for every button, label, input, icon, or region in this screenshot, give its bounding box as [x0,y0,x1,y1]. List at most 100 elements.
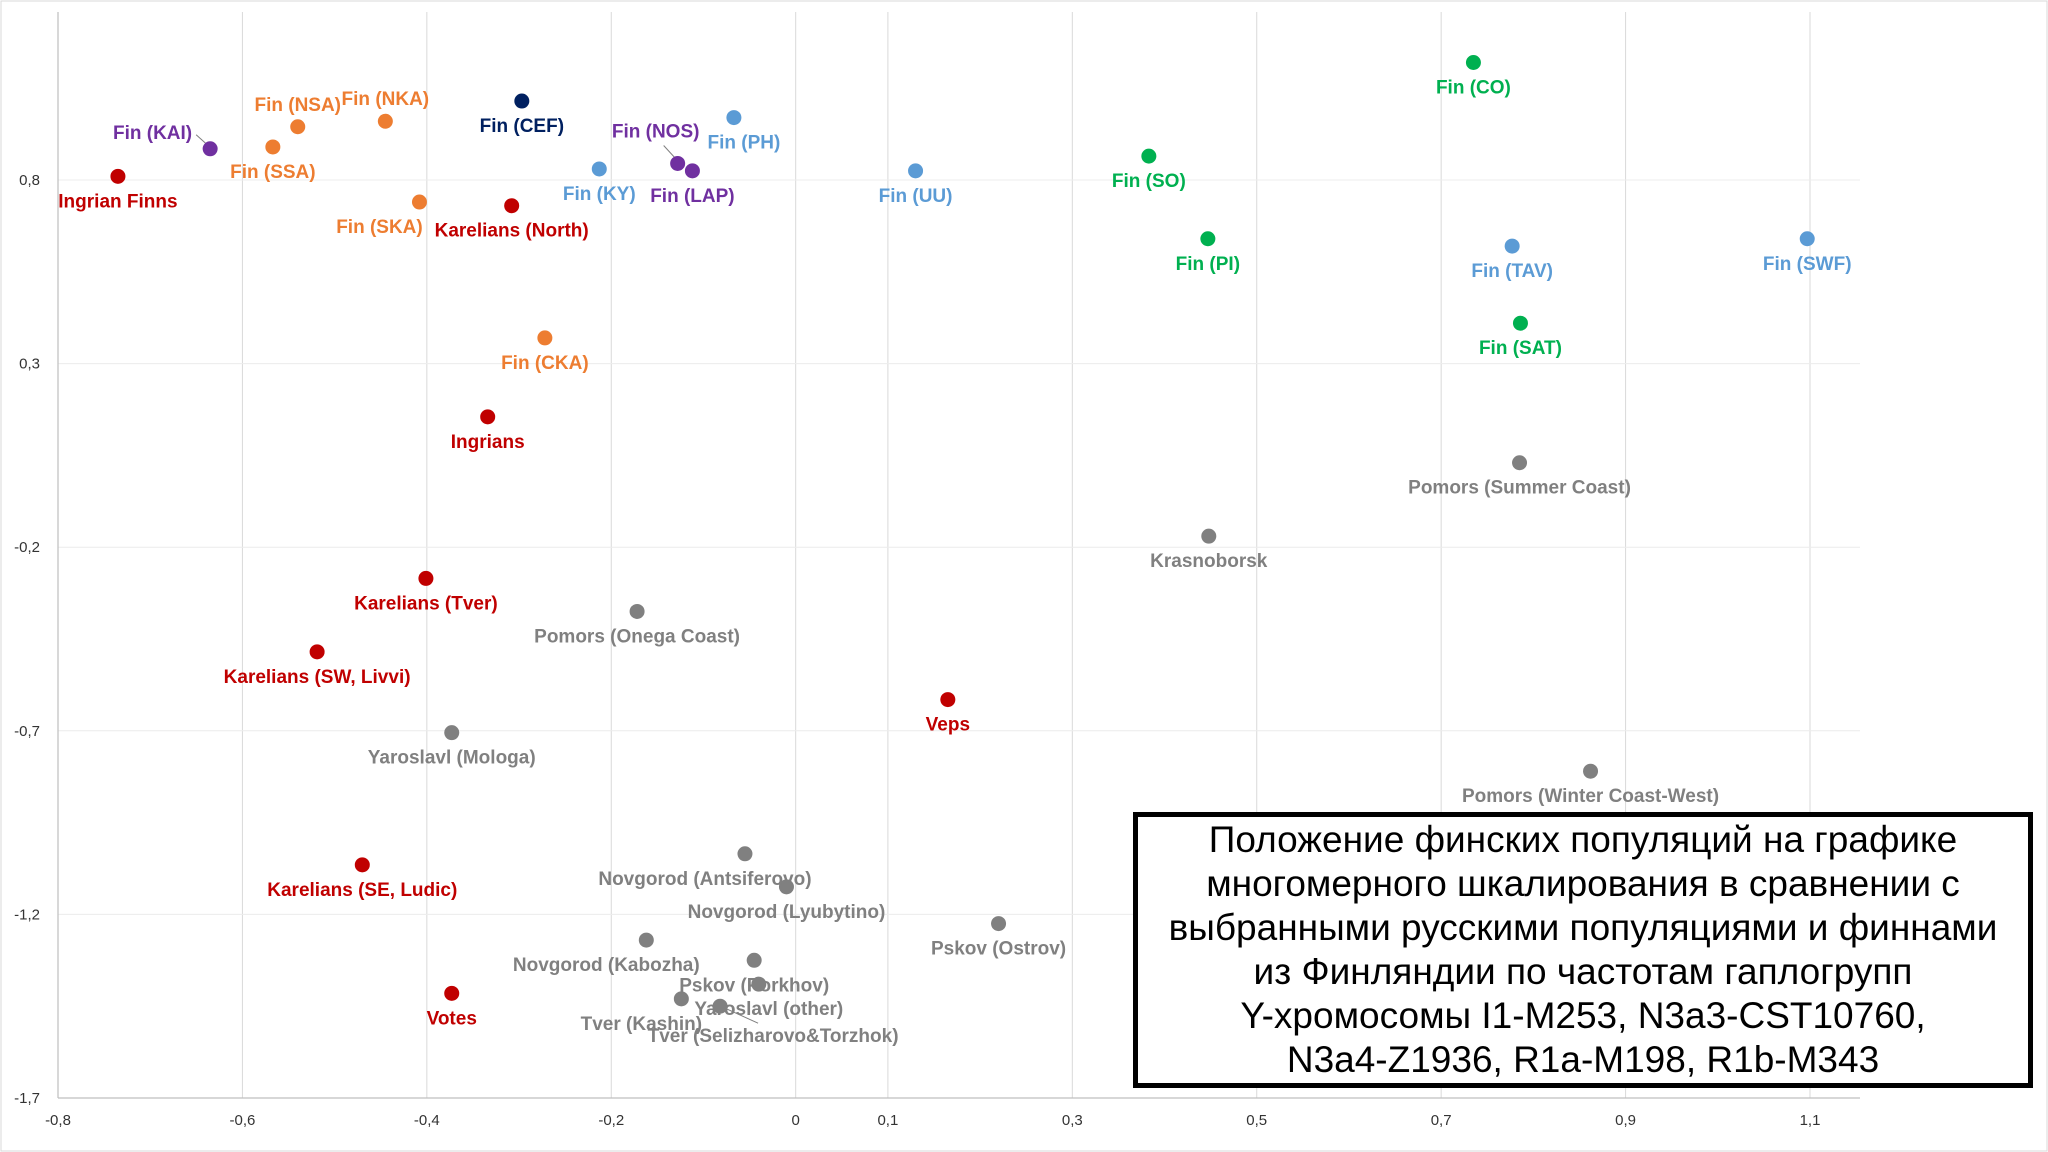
data-point [504,198,520,214]
tick-labels: -0,8 -0,6 -0,4 -0,2 0 0,1 0,3 0,5 0,7 0,9 1,1 0,8 0,… [14,172,1820,1129]
data-label: Fin (PI) [1176,254,1240,275]
data-label: Karelians (SW, Livvi) [224,667,411,688]
data-point [940,692,956,708]
data-label: Pomors (Winter Coast-West) [1462,786,1719,807]
data-label: Ingrians [451,432,525,453]
data-label: Fin (TAV) [1471,261,1553,282]
data-labels: Ingrian Finns Fin (KAI) Fin (SSA) Fin (NSA)… [58,77,1851,1047]
data-point [1512,315,1528,331]
leader-line [663,145,676,158]
data-point [309,644,325,660]
y-tick-label: -0,7 [14,723,40,740]
data-label: Yaroslavl (Mologa) [368,748,536,769]
data-label: Pomors (Summer Coast) [1408,478,1631,499]
data-point [480,409,496,425]
data-label: Fin (SSA) [230,162,316,183]
data-point [444,725,460,741]
data-label: Karelians (Tver) [354,593,498,614]
data-label: Novgorod (Antsiferovo) [598,869,811,890]
y-tick-label: -1,2 [14,906,40,923]
caption-text: Положение финских популяций на графике м… [1168,819,1998,1080]
data-label: Fin (LAP) [650,186,734,207]
caption-box: Положение финских популяций на графике м… [1133,812,2033,1088]
x-tick-label: 1,1 [1800,1112,1821,1129]
data-label: Fin (NOS) [612,121,700,142]
data-point [514,93,530,109]
data-point [1583,763,1599,779]
y-tick-label: -1,7 [14,1090,40,1107]
data-label: Fin (SO) [1112,171,1186,192]
data-label: Fin (CO) [1436,77,1511,98]
data-point [444,985,460,1001]
data-point [354,857,370,873]
data-label: Pskov (Porkhov) [679,975,829,996]
data-label: Fin (UU) [879,186,953,207]
data-label: Fin (NSA) [254,95,341,116]
data-point [629,603,645,619]
x-tick-label: 0,3 [1062,1112,1083,1129]
data-label: Karelians (SE, Ludic) [267,880,457,901]
data-point [673,991,689,1007]
data-label: Fin (CKA) [501,353,589,374]
data-point [1799,231,1815,247]
data-point [591,161,607,177]
data-point [202,141,218,157]
data-point [1504,238,1520,254]
data-point [778,879,794,895]
data-label: Fin (SKA) [336,217,423,238]
data-point [746,952,762,968]
data-point [751,976,767,992]
data-point [537,330,553,346]
x-tick-label: 0,7 [1431,1112,1452,1129]
x-tick-label: -0,2 [598,1112,624,1129]
data-label: Fin (SWF) [1763,254,1852,275]
data-point [684,163,700,179]
x-tick-label: -0,8 [45,1112,71,1129]
leader-line [724,1007,759,1024]
data-label: Tver (Selizharovo&Torzhok) [648,1026,899,1047]
data-label: Pskov (Ostrov) [931,939,1066,960]
data-point [991,916,1007,932]
data-point [418,570,434,586]
x-tick-label: 0 [792,1112,800,1129]
axes [57,12,1860,1099]
data-point [265,139,281,155]
data-label: Yaroslavl (other) [694,999,843,1020]
data-point [712,998,728,1014]
data-label: Fin (KY) [563,184,636,205]
data-label: Krasnoborsk [1150,551,1268,572]
data-point [908,163,924,179]
data-point [670,155,686,171]
x-tick-label: 0,1 [877,1112,898,1129]
data-label: Pomors (Onega Coast) [534,626,740,647]
y-tick-label: 0,3 [19,356,40,373]
data-point [1201,528,1217,544]
x-tick-label: 0,9 [1615,1112,1636,1129]
data-points [110,54,1815,1014]
data-point [726,110,742,126]
data-point [638,932,654,948]
data-point [411,194,427,210]
data-label: Tver (Kashin) [581,1014,702,1035]
data-point [737,846,753,862]
data-label: Fin (KAI) [113,123,192,144]
data-label: Fin (NKA) [342,89,430,110]
data-label: Fin (PH) [707,133,780,154]
y-tick-label: 0,8 [19,172,40,189]
data-point [1141,148,1157,164]
data-point [290,119,306,135]
y-tick-label: -0,2 [14,539,40,556]
x-tick-label: 0,5 [1246,1112,1267,1129]
data-point [1465,54,1481,70]
data-label: Ingrian Finns [58,191,177,212]
data-point [377,113,393,129]
data-point [1512,455,1528,471]
leader-lines [195,134,759,1024]
data-point [110,168,126,184]
leader-line [195,134,207,145]
data-label: Novgorod (Lyubytino) [688,902,886,923]
data-label: Fin (CEF) [480,116,564,137]
x-tick-label: -0,4 [414,1112,440,1129]
data-label: Karelians (North) [435,221,589,242]
